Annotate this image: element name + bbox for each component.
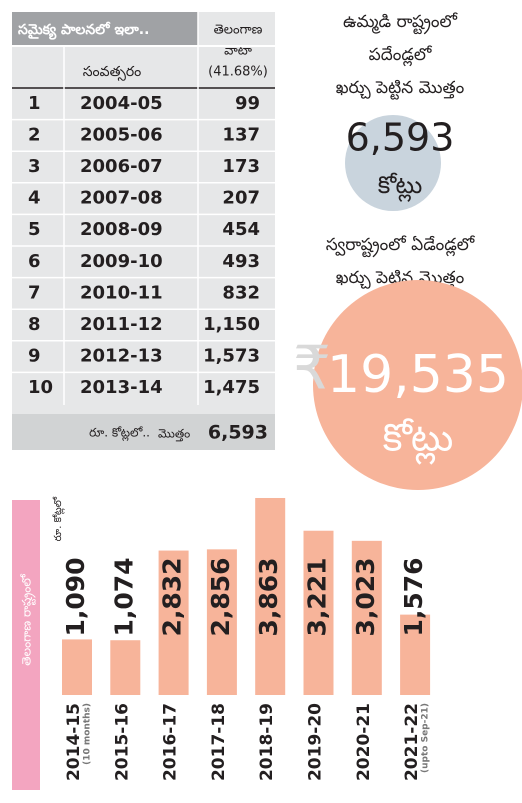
row-number: 3 xyxy=(28,156,41,177)
share-header: (41.68%) xyxy=(208,65,268,80)
row-value: 832 xyxy=(222,282,260,303)
row-number: 9 xyxy=(28,346,41,367)
callout-unit: కోట్లు xyxy=(378,171,423,202)
unit-label: రూ. కోట్లలో xyxy=(52,496,65,541)
footer-label: మొత్తం xyxy=(158,427,190,442)
bar xyxy=(400,614,431,695)
row-value: 99 xyxy=(235,93,260,114)
value-label: 2,856 xyxy=(206,557,235,636)
callout-text: పదేండ్లలో xyxy=(369,45,433,67)
footer-bg xyxy=(12,414,275,450)
value-label: 1,074 xyxy=(109,557,138,636)
row-year: 2007-08 xyxy=(80,188,163,209)
row-value: 137 xyxy=(222,124,260,145)
row-year: 2013-14 xyxy=(80,377,163,398)
callout-text: ఖర్చు పెట్టిన మొత్తం xyxy=(336,78,465,100)
callout-circle xyxy=(313,280,522,490)
table-title-bg xyxy=(12,12,198,46)
x-tick-label: 2021-22 xyxy=(402,703,422,781)
value-label: 3,221 xyxy=(303,557,332,636)
row-number: 2 xyxy=(28,124,41,145)
callout-amount: 6,593 xyxy=(346,116,455,160)
table-bg xyxy=(12,12,275,450)
row-value: 493 xyxy=(222,251,260,272)
value-label: 1,576 xyxy=(399,557,428,636)
table-title: సమైక్య పాలనలో ఇలా.. xyxy=(18,22,149,40)
callout-text: ఉమ్మడి రాష్ట్రంలో xyxy=(343,12,459,35)
row-value: 1,150 xyxy=(203,314,260,335)
row-year: 2009-10 xyxy=(80,251,163,272)
value-label: 3,023 xyxy=(351,557,380,636)
bar xyxy=(206,549,237,695)
x-tick-label: 2016-17 xyxy=(161,703,181,781)
row-value: 173 xyxy=(222,156,260,177)
year-header: సంవత్సరం xyxy=(83,64,142,81)
row-number: 5 xyxy=(28,219,41,240)
row-number: 7 xyxy=(28,282,41,303)
x-tick-label: 2015-16 xyxy=(112,703,132,781)
x-tick-label: 2017-18 xyxy=(209,703,229,781)
row-number: 6 xyxy=(28,251,41,272)
row-value: 454 xyxy=(222,219,260,240)
row-value: 1,573 xyxy=(203,346,260,367)
value-label: 1,090 xyxy=(61,557,90,636)
x-tick-label: 2014-15 xyxy=(64,703,84,781)
share-header: తెలంగాణ xyxy=(214,23,263,38)
bar xyxy=(158,550,189,695)
row-year: 2006-07 xyxy=(80,156,163,177)
x-tick-label: 2019-20 xyxy=(306,703,326,781)
bar xyxy=(303,530,334,695)
row-year: 2011-12 xyxy=(80,314,163,335)
row-number: 10 xyxy=(28,377,53,398)
bar xyxy=(351,540,382,695)
bar xyxy=(110,640,141,695)
row-year: 2010-11 xyxy=(80,282,163,303)
bar xyxy=(62,639,92,695)
row-number: 1 xyxy=(28,93,41,114)
x-tick-label: 2020-21 xyxy=(354,703,374,781)
callout-text: స్వరాష్ట్రంలో ఏడేండ్లలో xyxy=(326,235,476,258)
callout-amount: 19,535 xyxy=(327,345,509,405)
share-header: వాటా xyxy=(224,44,253,59)
footer-unit: రూ. కోట్లలో.. xyxy=(89,426,150,442)
row-number: 8 xyxy=(28,314,41,335)
callout-circle xyxy=(345,115,441,211)
bar xyxy=(255,497,286,695)
side-label: తెలంగాణ రాష్ట్రంలో xyxy=(20,574,37,666)
callout-symbol: ₹ xyxy=(293,334,331,404)
footer-total: 6,593 xyxy=(208,422,268,444)
row-number: 4 xyxy=(28,188,41,209)
callout-unit: కోట్లు xyxy=(383,416,454,466)
row-value: 207 xyxy=(222,188,260,209)
row-year: 2012-13 xyxy=(80,346,163,367)
row-year: 2004-05 xyxy=(80,93,163,114)
x-tick-label: 2018-19 xyxy=(257,703,277,781)
side-band xyxy=(12,500,40,790)
category-note: (10 months) xyxy=(83,703,93,765)
row-year: 2005-06 xyxy=(80,124,163,145)
category-note: (upto Sep-21) xyxy=(421,703,431,773)
value-label: 2,832 xyxy=(158,557,187,636)
row-year: 2008-09 xyxy=(80,219,163,240)
value-label: 3,863 xyxy=(254,557,283,636)
row-value: 1,475 xyxy=(203,377,260,398)
